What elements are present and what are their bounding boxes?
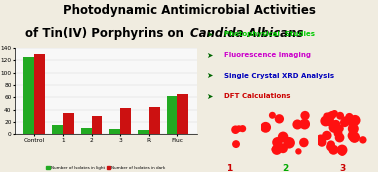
Point (331, 126, 337, 129)
Point (326, 114, 332, 117)
Bar (138, 130, 149, 134)
Point (318, 139, 324, 141)
Point (350, 125, 356, 127)
Point (330, 148, 336, 151)
Point (339, 151, 345, 154)
Point (350, 121, 356, 124)
Point (335, 132, 341, 135)
Bar (91, 116, 102, 134)
Legend: Number of Isolates in light, Number of Isolates in dark: Number of Isolates in light, Number of I… (45, 164, 167, 172)
Text: of Tin(IV) Porphyrins on: of Tin(IV) Porphyrins on (25, 27, 188, 40)
Text: 2: 2 (282, 164, 288, 172)
Point (274, 141, 280, 144)
Bar (149, 106, 160, 134)
Text: Single Crystal XRD Analysis: Single Crystal XRD Analysis (224, 73, 334, 79)
Bar (177, 94, 188, 134)
Text: 3: 3 (339, 164, 345, 172)
Point (319, 141, 325, 144)
Text: Photophysical  Studies: Photophysical Studies (224, 31, 315, 37)
Point (342, 121, 348, 124)
Point (301, 141, 307, 144)
Point (350, 134, 356, 137)
Point (350, 127, 356, 130)
Bar (167, 96, 177, 134)
Bar (52, 125, 63, 134)
Point (302, 123, 308, 126)
Point (329, 114, 335, 117)
Text: DFT Calculations: DFT Calculations (224, 93, 291, 99)
Text: ➤: ➤ (206, 71, 212, 80)
Point (328, 143, 334, 146)
Point (323, 120, 329, 122)
Point (333, 123, 339, 126)
Point (276, 117, 282, 120)
Point (324, 134, 330, 137)
Point (336, 136, 342, 139)
Text: 1: 1 (226, 164, 232, 172)
Point (360, 138, 366, 141)
Bar (34, 54, 45, 134)
Point (263, 126, 269, 129)
Point (274, 148, 280, 151)
Text: ➤: ➤ (206, 92, 212, 101)
Bar (23, 57, 34, 134)
Point (295, 150, 301, 153)
Point (233, 143, 239, 146)
Point (333, 125, 339, 128)
Point (332, 112, 338, 115)
Point (327, 146, 333, 148)
Point (270, 114, 276, 117)
Point (324, 115, 330, 117)
Text: Photodynamic Antimicrobial Activities: Photodynamic Antimicrobial Activities (63, 4, 315, 17)
Point (352, 119, 358, 122)
Text: ➤: ➤ (206, 51, 212, 60)
Point (302, 114, 308, 117)
Bar (109, 129, 120, 134)
Point (232, 128, 239, 131)
Point (332, 126, 338, 129)
Point (236, 127, 242, 130)
Text: Candida Albicans: Candida Albicans (190, 27, 304, 40)
Text: ➤: ➤ (206, 30, 212, 39)
Point (325, 119, 331, 122)
Point (294, 123, 301, 126)
Point (337, 127, 343, 130)
Point (342, 118, 348, 121)
Bar (120, 108, 131, 134)
Point (339, 149, 345, 151)
Bar (63, 113, 74, 134)
Text: Fluorescence Imaging: Fluorescence Imaging (224, 52, 311, 58)
Bar (81, 128, 91, 134)
Point (280, 136, 286, 138)
Point (337, 114, 343, 117)
Point (240, 127, 246, 130)
Point (272, 148, 278, 151)
Point (286, 141, 292, 144)
Point (352, 136, 358, 139)
Point (346, 116, 352, 118)
Point (280, 147, 286, 150)
